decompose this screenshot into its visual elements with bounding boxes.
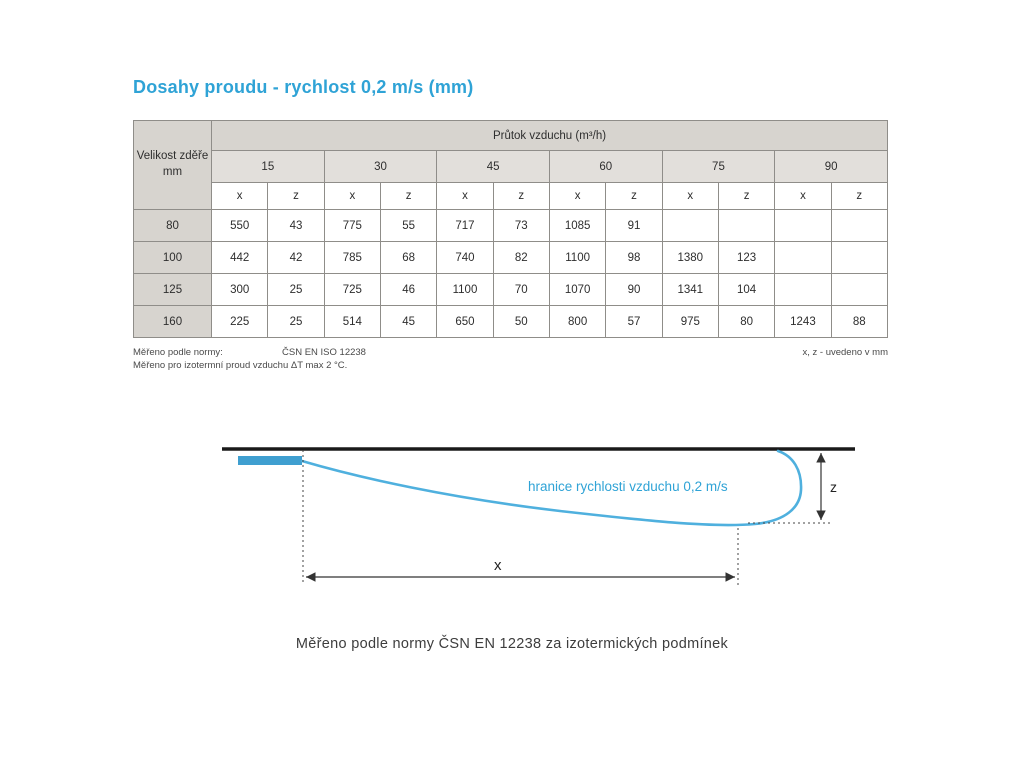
value-cell <box>717 209 776 242</box>
xz-header: x <box>661 182 719 210</box>
table-row: 125 300 25 725 46 1100 70 1070 90 1341 1… <box>133 273 889 306</box>
flow-value-header: 45 <box>436 150 550 183</box>
page-title: Dosahy proudu - rychlost 0,2 m/s (mm) <box>133 77 474 97</box>
measurement-caption: Měřeno podle normy ČSN EN 12238 za izote… <box>295 636 729 652</box>
value-cell: 42 <box>267 241 325 274</box>
jet-boundary-label: hranice rychlosti vzduchu 0,2 m/s <box>528 479 728 494</box>
value-cell: 88 <box>830 305 889 338</box>
value-cell <box>830 209 889 242</box>
value-cell: 1380 <box>661 241 719 274</box>
value-cell: 225 <box>210 305 269 338</box>
jet-diagram: z x hranice rychlosti vzduchu 0,2 m/s <box>222 447 855 585</box>
table-row: 160 225 25 514 45 650 50 800 57 975 80 1… <box>133 305 889 338</box>
note-units: x, z - uvedeno v mm <box>802 347 888 358</box>
value-cell: 1100 <box>436 273 494 306</box>
x-dimension-label: x <box>494 557 502 574</box>
xz-header: x <box>774 182 832 210</box>
value-cell: 98 <box>605 241 663 274</box>
value-cell: 46 <box>379 273 438 306</box>
size-cell: 100 <box>133 241 212 274</box>
diffuser <box>238 456 302 465</box>
value-cell: 1070 <box>548 273 607 306</box>
xz-header: z <box>492 182 550 210</box>
value-cell: 740 <box>436 241 494 274</box>
flow-value-header: 90 <box>774 150 888 183</box>
flow-value-header: 15 <box>211 150 325 183</box>
value-cell: 514 <box>323 305 381 338</box>
value-cell: 442 <box>210 241 269 274</box>
jet-boundary-curve <box>300 449 803 527</box>
value-cell: 800 <box>548 305 607 338</box>
value-cell <box>774 241 832 274</box>
value-cell: 975 <box>661 305 719 338</box>
reach-table: Velikost zděře mm Průtok vzduchu (m³/h) … <box>133 120 889 338</box>
value-cell: 80 <box>717 305 776 338</box>
flow-header: Průtok vzduchu (m³/h) <box>211 120 888 151</box>
value-cell: 91 <box>605 209 663 242</box>
value-cell: 1243 <box>774 305 832 338</box>
value-cell: 43 <box>267 209 325 242</box>
value-cell <box>830 241 889 274</box>
corner-header: Velikost zděře mm <box>133 120 212 210</box>
size-cell: 125 <box>133 273 212 306</box>
xz-header: z <box>379 182 438 210</box>
size-cell: 80 <box>133 209 212 242</box>
note-standard-value: ČSN EN ISO 12238 <box>282 347 366 358</box>
z-dimension-label: z <box>830 479 837 495</box>
xz-header: x <box>323 182 381 210</box>
value-cell: 650 <box>436 305 494 338</box>
value-cell: 300 <box>210 273 269 306</box>
value-cell: 550 <box>210 209 269 242</box>
flow-value-header: 75 <box>661 150 776 183</box>
value-cell: 45 <box>379 305 438 338</box>
xz-header: z <box>267 182 325 210</box>
value-cell: 25 <box>267 305 325 338</box>
value-cell: 55 <box>379 209 438 242</box>
value-cell: 725 <box>323 273 381 306</box>
note-isothermal: Měřeno pro izotermní proud vzduchu ΔT ma… <box>133 359 348 371</box>
value-cell: 1341 <box>661 273 719 306</box>
xz-header: z <box>830 182 889 210</box>
value-cell: 57 <box>605 305 663 338</box>
xz-header: x <box>436 182 494 210</box>
value-cell: 717 <box>436 209 494 242</box>
value-cell <box>774 273 832 306</box>
table-row: 80 550 43 775 55 717 73 1085 91 <box>133 209 889 242</box>
value-cell: 68 <box>379 241 438 274</box>
xz-header: z <box>717 182 776 210</box>
value-cell: 1085 <box>548 209 607 242</box>
value-cell <box>830 273 889 306</box>
value-cell: 70 <box>492 273 550 306</box>
flow-value-header: 30 <box>323 150 438 183</box>
value-cell: 90 <box>605 273 663 306</box>
value-cell: 785 <box>323 241 381 274</box>
value-cell: 123 <box>717 241 776 274</box>
value-cell <box>774 209 832 242</box>
xz-header: z <box>605 182 663 210</box>
table-row: 100 442 42 785 68 740 82 1100 98 1380 12… <box>133 241 889 274</box>
xz-header: x <box>548 182 607 210</box>
value-cell: 82 <box>492 241 550 274</box>
table-notes: Měřeno podle normy: ČSN EN ISO 12238 x, … <box>133 347 888 373</box>
value-cell: 775 <box>323 209 381 242</box>
note-standard-label: Měřeno podle normy: <box>133 347 223 358</box>
value-cell: 73 <box>492 209 550 242</box>
value-cell: 25 <box>267 273 325 306</box>
xz-header: x <box>210 182 269 210</box>
value-cell <box>661 209 719 242</box>
flow-value-header: 60 <box>548 150 663 183</box>
size-cell: 160 <box>133 305 212 338</box>
value-cell: 104 <box>717 273 776 306</box>
value-cell: 1100 <box>548 241 607 274</box>
value-cell: 50 <box>492 305 550 338</box>
